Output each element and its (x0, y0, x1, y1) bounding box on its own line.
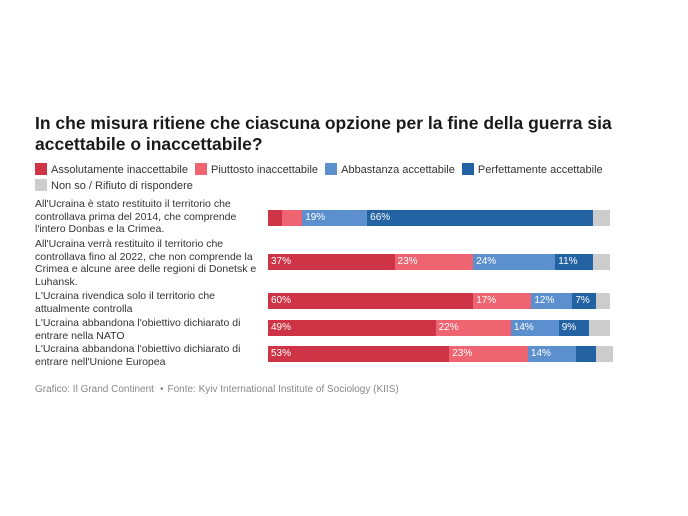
legend-swatch-3 (461, 163, 474, 175)
bar-label-1-0: 37% (271, 256, 292, 267)
bar-segment-1-3 (555, 254, 593, 270)
legend-item-2: Abbastanza accettabile (325, 162, 455, 178)
chart-title: In che misura ritiene che ciascuna opzio… (35, 113, 612, 154)
bar-segment-2-0 (268, 293, 474, 309)
bar-segment-0-0 (268, 210, 282, 226)
bar-label-0-2: 19% (305, 212, 326, 223)
bar-segment-1-2 (473, 254, 556, 270)
bar-segment-4-3 (575, 346, 597, 362)
bar-segment-0-1 (281, 210, 303, 226)
bar-segment-0-4 (592, 210, 610, 226)
legend-item-4: Non so / Rifiuto di rispondere (35, 178, 193, 194)
bar-label-4-0: 53% (271, 348, 292, 359)
bar-label-3-0: 49% (271, 322, 292, 333)
bar-label-1-2: 24% (476, 256, 497, 267)
legend-item-3: Perfettamente accettabile (461, 162, 603, 178)
bar-label-2-1: 17% (476, 295, 497, 306)
row-label-4: L'Ucraina abbandona l'obiettivo dichiara… (35, 343, 241, 368)
bar-segment-4-1 (449, 346, 528, 362)
legend-label-4: Non so / Rifiuto di rispondere (51, 180, 193, 192)
legend-swatch-1 (195, 163, 208, 175)
bar-label-3-3: 9% (561, 322, 577, 333)
bar-segment-0-3 (367, 210, 593, 226)
bar-segment-1-1 (394, 254, 474, 270)
bar-label-1-3: 11% (558, 256, 578, 267)
bar-segment-2-4 (596, 293, 610, 309)
bar-segment-3-1 (435, 320, 511, 336)
bar-segment-4-4 (596, 346, 614, 362)
row-label-2: L'Ucraina rivendica solo il territorio c… (35, 290, 215, 315)
legend: Assolutamente inaccettabile Piuttosto in… (35, 162, 635, 194)
bar-label-4-2: 14% (530, 348, 551, 359)
bar-label-1-1: 23% (397, 256, 418, 267)
row-label-3: L'Ucraina abbandona l'obiettivo dichiara… (35, 317, 241, 342)
bar-label-0-3: 66% (370, 212, 391, 223)
bar-label-2-2: 12% (534, 295, 555, 306)
footer-source: Fonte: Kyiv International Institute of S… (167, 384, 399, 395)
legend-swatch-2 (325, 163, 338, 175)
bar-segment-4-2 (527, 346, 576, 362)
bar-segment-2-3 (572, 293, 597, 309)
bar-segment-3-4 (589, 320, 610, 336)
legend-swatch-0 (35, 163, 47, 175)
bar-segment-3-0 (268, 320, 436, 336)
legend-item-0: Assolutamente inaccettabile (35, 162, 188, 178)
bar-label-3-2: 14% (513, 322, 534, 333)
footer: Grafico: Il Grand Continent • Fonte: Kyiv … (35, 384, 399, 395)
row-label-0: All'Ucraina è stato restituito il territ… (35, 198, 237, 235)
footer-credit: Grafico: Il Grand Continent (35, 384, 154, 395)
bar-label-2-0: 60% (271, 295, 292, 306)
bar-segment-2-1 (473, 293, 532, 309)
bar-segment-1-4 (592, 254, 610, 270)
bar-segment-2-2 (531, 293, 573, 309)
row-label-1: All'Ucraina verrà restituito il territor… (35, 238, 257, 288)
legend-swatch-4 (35, 179, 47, 191)
bar-label-2-3: 7% (575, 295, 590, 306)
bar-segment-1-0 (268, 254, 395, 270)
legend-label-3: Perfettamente accettabile (477, 164, 603, 176)
bar-label-3-1: 22% (438, 322, 459, 333)
bar-segment-3-2 (510, 320, 559, 336)
legend-item-1: Piuttosto inaccettabile (195, 162, 318, 178)
legend-label-0: Assolutamente inaccettabile (51, 164, 188, 176)
bar-label-4-1: 23% (452, 348, 473, 359)
legend-label-2: Abbastanza accettabile (341, 164, 455, 176)
bar-segment-3-3 (558, 320, 590, 336)
bar-segment-4-0 (268, 346, 450, 362)
legend-label-1: Piuttosto inaccettabile (211, 164, 319, 176)
bar-segment-0-2 (302, 210, 368, 226)
